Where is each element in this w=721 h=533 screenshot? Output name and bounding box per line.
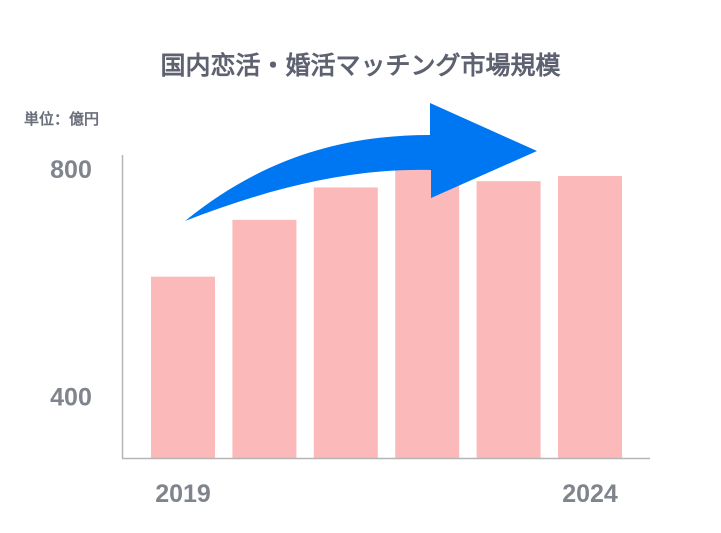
y-tick-label: 800: [50, 156, 92, 184]
trend-arrow-icon: [185, 103, 537, 221]
x-tick-label: 2024: [562, 480, 618, 508]
unit-label: 単位：億円: [24, 110, 100, 128]
bar-2019: [151, 276, 215, 458]
chart-title: 国内恋活・婚活マッチング市場規模: [160, 51, 561, 80]
bars: [151, 167, 622, 459]
bar-2020: [232, 219, 297, 458]
y-tick-label: 400: [50, 384, 92, 412]
bar-2023: [476, 181, 541, 459]
y-tick-labels: 400 800: [50, 156, 92, 411]
bar-2022: [395, 167, 460, 458]
bar-2021: [313, 187, 378, 458]
x-tick-labels: 2019 2024: [155, 480, 618, 508]
x-tick-label: 2019: [155, 480, 211, 508]
bar-2024: [558, 176, 622, 459]
